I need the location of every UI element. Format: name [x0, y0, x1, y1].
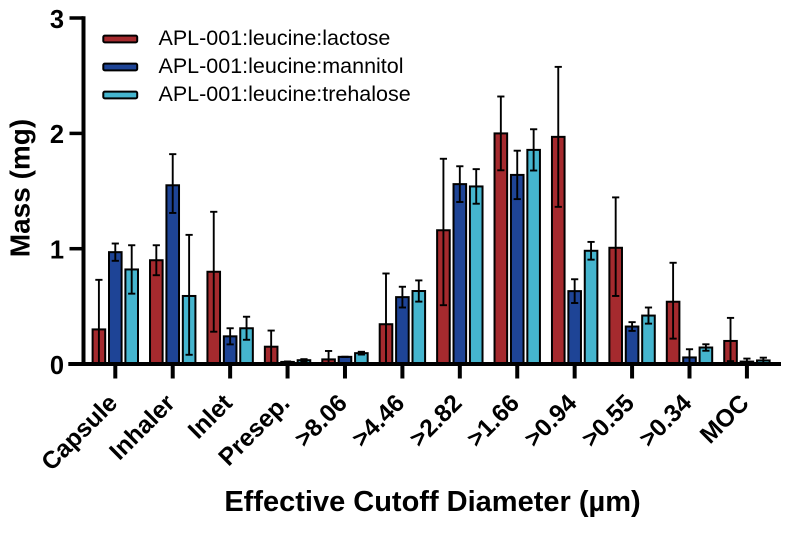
svg-text:2: 2: [50, 121, 64, 149]
svg-text:APL-001:leucine:mannitol: APL-001:leucine:mannitol: [159, 54, 404, 78]
svg-text:APL-001:leucine:trehalose: APL-001:leucine:trehalose: [159, 82, 411, 106]
svg-text:APL-001:leucine:lactose: APL-001:leucine:lactose: [159, 26, 391, 50]
svg-text:3: 3: [50, 6, 64, 34]
svg-text:1: 1: [50, 237, 64, 265]
svg-text:Effective Cutoff Diameter (µm): Effective Cutoff Diameter (µm): [224, 486, 640, 518]
svg-text:0: 0: [50, 352, 64, 380]
svg-text:Mass (mg): Mass (mg): [5, 119, 36, 257]
